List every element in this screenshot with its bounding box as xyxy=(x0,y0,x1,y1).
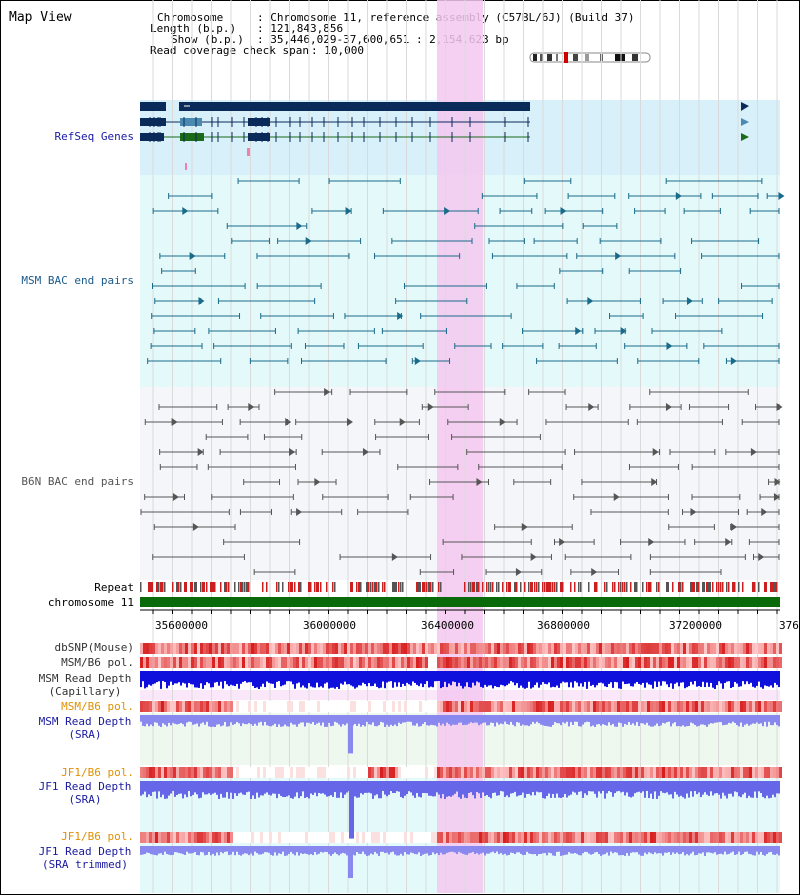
track-label-jf1-depth[interactable]: JF1 Read Depth xyxy=(38,780,132,793)
track-label-jf1-trim-sub: (SRA trimmed) xyxy=(41,858,129,871)
track-label-msm-pol[interactable]: MSM/B6 pol. xyxy=(61,656,134,669)
refseq-gene-track[interactable] xyxy=(140,102,749,170)
track-label-dbsnp[interactable]: dbSNP(Mouse) xyxy=(54,641,134,654)
axis-tick-label: 36000000 xyxy=(303,619,356,632)
track-label-msm-bac[interactable]: MSM BAC end pairs xyxy=(21,274,134,287)
msm-b6-pol-strip[interactable] xyxy=(140,657,782,668)
repeat-track[interactable] xyxy=(140,582,778,592)
axis-tick-label: 376 xyxy=(779,619,799,632)
axis-tick-label: 36400000 xyxy=(421,619,474,632)
track-label-msm-depth-cap-sub: (Capillary) xyxy=(48,685,122,698)
msm-b6-pol-strip-2[interactable] xyxy=(140,701,782,712)
msm-bac-pairs[interactable] xyxy=(147,178,785,365)
chromosome-ideogram[interactable] xyxy=(529,52,651,63)
axis-tick-label: 35600000 xyxy=(155,619,208,632)
track-label-repeat: Repeat xyxy=(94,581,134,594)
chromosome-bar[interactable] xyxy=(140,597,780,607)
jf1-depth-sra-trimmed[interactable] xyxy=(140,846,780,878)
track-label-refseq[interactable]: RefSeq Genes xyxy=(54,130,134,143)
track-label-msm-depth-sra[interactable]: MSM Read Depth xyxy=(38,715,132,728)
track-label-b6n-bac[interactable]: B6N BAC end pairs xyxy=(21,475,134,488)
track-label-msm-depth-sra-sub: (SRA) xyxy=(68,728,102,741)
b6n-bac-pairs[interactable] xyxy=(140,388,783,576)
track-label-jf1-pol-2[interactable]: JF1/B6 pol. xyxy=(61,830,134,843)
read-span-value: : 10,000 xyxy=(311,44,364,57)
dbsnp-strip[interactable] xyxy=(140,643,782,654)
track-label-msm-pol-2[interactable]: MSM/B6 pol. xyxy=(61,700,134,713)
track-label-jf1-pol[interactable]: JF1/B6 pol. xyxy=(61,766,134,779)
show-key: Show (b.p.) xyxy=(171,33,244,46)
page-title: Map View xyxy=(9,10,72,25)
read-span-key: Read coverage check span xyxy=(150,44,309,57)
jf1-b6-pol-strip-2[interactable] xyxy=(140,832,782,843)
axis-tick-label: 36800000 xyxy=(537,619,590,632)
track-label-jf1-depth-sub: (SRA) xyxy=(68,793,102,806)
axis-tick-label: 37200000 xyxy=(669,619,722,632)
position-axis: 35600000 36000000 36400000 36800000 3720… xyxy=(140,609,799,632)
track-label-msm-depth-cap[interactable]: MSM Read Depth xyxy=(38,672,132,685)
highlight-region[interactable] xyxy=(437,0,483,893)
msm-depth-sra[interactable] xyxy=(140,715,780,754)
length-key: Length (b.p.) xyxy=(150,22,237,35)
jf1-b6-pol-strip[interactable] xyxy=(140,767,782,778)
track-label-jf1-trim[interactable]: JF1 Read Depth xyxy=(38,845,132,858)
msm-depth-capillary[interactable] xyxy=(140,671,780,689)
track-label-chromosome: chromosome 11 xyxy=(47,596,134,609)
jf1-depth-sra[interactable] xyxy=(140,781,780,839)
chromosome-key: Chromosome xyxy=(157,11,224,24)
length-value: : 121,843,856 xyxy=(257,22,344,35)
